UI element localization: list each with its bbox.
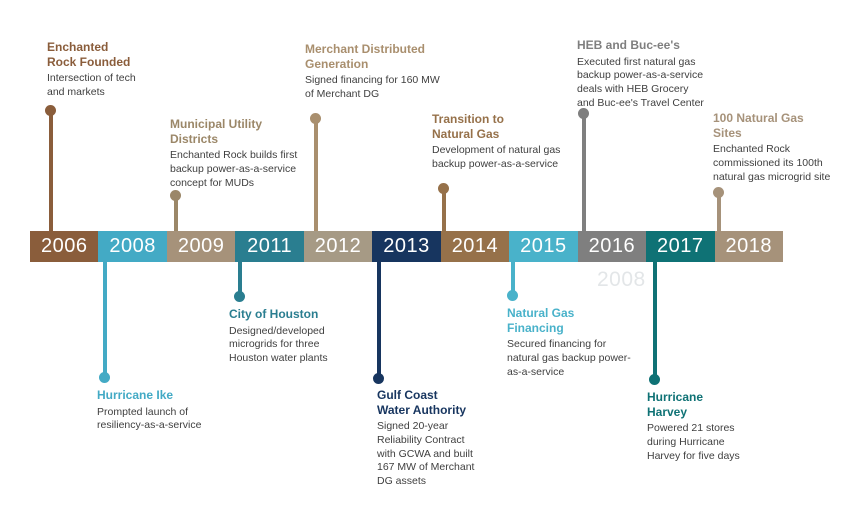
event-description: Signed 20-year Reliability Contract with…: [377, 420, 475, 487]
event-description: Intersection of tech and markets: [47, 72, 136, 98]
year-cell-2011: 2011: [235, 231, 304, 262]
year-cell-2017: 2017: [646, 231, 715, 262]
connector-line: [238, 262, 242, 297]
event-hurricane-ike: Hurricane Ike Prompted launch of resilie…: [97, 388, 275, 433]
connector-line: [582, 114, 586, 231]
event-description: Signed financing for 160 MW of Merchant …: [305, 74, 440, 100]
event-municipal-utility-districts: Municipal Utility Districts Enchanted Ro…: [170, 117, 348, 190]
marker-dot: [310, 113, 321, 124]
event-100-natural-gas-sites: 100 Natural Gas Sites Enchanted Rock com…: [713, 111, 860, 184]
year-cell-2012: 2012: [303, 231, 373, 262]
event-description: Secured financing for natural gas backup…: [507, 338, 631, 378]
event-title: Enchanted Rock Founded: [47, 40, 131, 69]
connector-line: [442, 189, 446, 231]
event-description: Designed/developed microgrids for three …: [229, 324, 328, 364]
event-description: Prompted launch of resiliency-as-a-servi…: [97, 405, 202, 432]
event-description: Development of natural gas backup power-…: [432, 144, 561, 170]
timeline-bar: 2006 2008 2009 2011 2012 2013 2014 2015 …: [30, 231, 783, 262]
connector-line: [314, 119, 318, 231]
event-description: Powered 21 stores during Hurricane Harve…: [647, 422, 740, 462]
marker-dot: [373, 373, 384, 384]
event-title: Municipal Utility Districts: [170, 117, 263, 146]
marker-dot: [234, 291, 245, 302]
event-gulf-coast-water-authority: Gulf Coast Water Authority Signed 20-yea…: [377, 388, 527, 488]
event-title: Transition to Natural Gas: [432, 112, 504, 141]
event-title: Hurricane Harvey: [647, 390, 704, 419]
event-description: Enchanted Rock builds first backup power…: [170, 149, 298, 189]
event-title: HEB and Buc-ee's: [577, 38, 680, 52]
event-city-of-houston: City of Houston Designed/developed micro…: [229, 307, 407, 366]
year-cell-2013: 2013: [372, 231, 441, 262]
event-title: Natural Gas Financing: [507, 306, 575, 335]
marker-dot: [438, 183, 449, 194]
marker-dot: [713, 187, 724, 198]
event-hurricane-harvey: Hurricane Harvey Powered 21 stores durin…: [647, 390, 825, 463]
marker-dot: [45, 105, 56, 116]
year-cell-2018: 2018: [714, 231, 783, 262]
event-description: Executed first natural gas backup power-…: [577, 55, 704, 109]
event-heb-and-buc-ees: HEB and Buc-ee's Executed first natural …: [577, 38, 755, 110]
year-cell-2009: 2009: [166, 231, 236, 262]
year-cell-2015: 2015: [509, 231, 578, 262]
connector-line: [511, 262, 515, 296]
event-title: City of Houston: [229, 307, 319, 321]
event-description: Enchanted Rock commissioned its 100th na…: [713, 143, 831, 183]
event-enchanted-rock-founded: Enchanted Rock Founded Intersection of t…: [47, 40, 225, 100]
marker-dot: [578, 108, 589, 119]
event-title: Merchant Distributed Generation: [305, 42, 426, 71]
event-title: Hurricane Ike: [97, 388, 174, 402]
ghost-year-label: 2008: [597, 268, 646, 291]
year-cell-2016: 2016: [577, 231, 647, 262]
event-natural-gas-financing: Natural Gas Financing Secured financing …: [507, 306, 685, 379]
connector-line: [49, 111, 53, 231]
marker-dot: [170, 190, 181, 201]
connector-line: [377, 262, 381, 379]
marker-dot: [507, 290, 518, 301]
event-transition-to-natural-gas: Transition to Natural Gas Development of…: [432, 112, 610, 172]
marker-dot: [99, 372, 110, 383]
marker-dot: [649, 374, 660, 385]
connector-line: [653, 262, 657, 380]
event-title: Gulf Coast Water Authority: [377, 388, 467, 417]
year-cell-2014: 2014: [440, 231, 510, 262]
connector-line: [103, 262, 107, 378]
connector-line: [717, 193, 721, 231]
year-cell-2006: 2006: [30, 231, 99, 262]
event-merchant-distributed-generation: Merchant Distributed Generation Signed f…: [305, 42, 483, 102]
event-title: 100 Natural Gas Sites: [713, 111, 804, 140]
connector-line: [174, 196, 178, 231]
year-cell-2008: 2008: [98, 231, 167, 262]
